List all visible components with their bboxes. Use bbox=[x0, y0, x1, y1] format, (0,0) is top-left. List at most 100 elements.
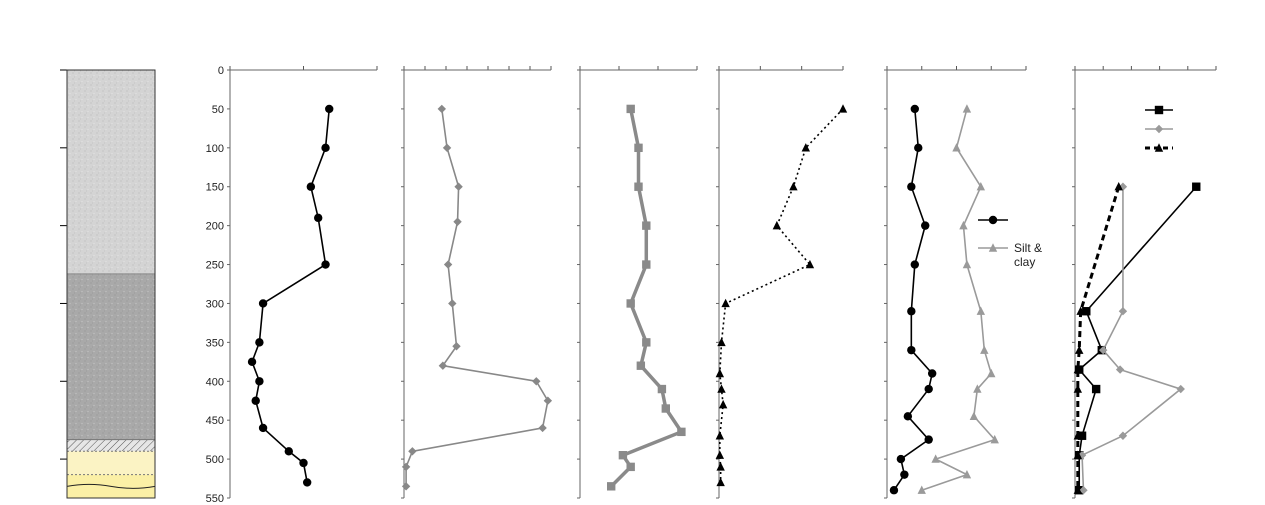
data-point bbox=[1077, 451, 1087, 460]
y-tick-label: 200 bbox=[206, 221, 224, 233]
series-line bbox=[251, 108, 331, 483]
data-point bbox=[903, 412, 913, 421]
data-point bbox=[1075, 345, 1084, 354]
data-point bbox=[973, 384, 982, 393]
data-point bbox=[538, 423, 547, 433]
data-point bbox=[454, 182, 463, 191]
data-point bbox=[1099, 345, 1108, 355]
profile-layer-texture bbox=[67, 70, 155, 274]
data-point bbox=[255, 377, 264, 386]
data-point bbox=[1077, 431, 1087, 440]
data-point bbox=[452, 342, 461, 351]
series-line bbox=[719, 108, 844, 483]
data-point bbox=[907, 182, 916, 191]
data-point bbox=[408, 447, 417, 456]
data-point bbox=[987, 368, 996, 378]
data-point bbox=[717, 337, 726, 347]
data-point bbox=[438, 361, 448, 370]
data-point bbox=[990, 434, 999, 444]
data-point bbox=[642, 260, 651, 269]
data-point bbox=[299, 458, 308, 468]
data-point bbox=[325, 104, 334, 114]
data-point bbox=[1073, 431, 1083, 440]
data-point bbox=[1082, 307, 1091, 316]
data-point bbox=[910, 104, 919, 114]
data-point bbox=[661, 404, 670, 413]
data-point bbox=[900, 470, 909, 479]
y-tick-label: 100 bbox=[206, 143, 224, 155]
series-line bbox=[1078, 186, 1197, 491]
data-point bbox=[914, 143, 923, 153]
data-point bbox=[917, 485, 926, 494]
data-point bbox=[717, 384, 726, 393]
legend-marker bbox=[1154, 143, 1164, 152]
data-point bbox=[921, 221, 930, 230]
data-point bbox=[442, 143, 452, 153]
soil-profile-column bbox=[60, 69, 156, 499]
y-tick-label: 0 bbox=[218, 65, 224, 77]
data-point bbox=[716, 462, 725, 471]
data-point bbox=[642, 338, 651, 347]
legend-label: Silt & clay bbox=[1014, 241, 1042, 269]
data-point bbox=[889, 486, 899, 495]
y-tick-label: 400 bbox=[206, 376, 224, 388]
data-point bbox=[1073, 364, 1083, 374]
data-point bbox=[321, 260, 330, 269]
data-point bbox=[962, 104, 972, 113]
y-tick-label: 500 bbox=[206, 454, 224, 466]
data-point bbox=[789, 182, 798, 191]
series-line bbox=[893, 108, 934, 491]
y-tick-label: 250 bbox=[206, 260, 224, 272]
chart-panel bbox=[401, 66, 553, 499]
data-point bbox=[718, 399, 728, 409]
legend-marker bbox=[988, 215, 998, 225]
data-point bbox=[924, 384, 933, 394]
data-point bbox=[959, 220, 968, 230]
y-tick-label: 50 bbox=[212, 104, 224, 116]
data-point bbox=[1076, 306, 1085, 315]
data-point bbox=[1073, 450, 1083, 459]
profile-layer bbox=[67, 451, 155, 475]
legend-marker bbox=[1154, 105, 1164, 115]
chart-panel bbox=[577, 66, 698, 499]
series-line bbox=[405, 108, 549, 487]
data-point bbox=[677, 427, 686, 437]
data-point bbox=[618, 451, 628, 460]
data-point bbox=[1073, 485, 1083, 494]
data-point bbox=[715, 450, 725, 459]
data-point bbox=[952, 143, 961, 152]
data-point bbox=[907, 307, 916, 316]
data-point bbox=[969, 411, 979, 420]
data-point bbox=[716, 477, 725, 487]
data-point bbox=[1073, 384, 1083, 393]
data-point bbox=[1118, 431, 1128, 440]
data-point bbox=[284, 447, 293, 456]
data-point bbox=[1192, 182, 1201, 191]
data-point bbox=[634, 143, 643, 153]
data-point bbox=[976, 306, 986, 315]
data-point bbox=[1118, 307, 1128, 316]
data-point bbox=[626, 104, 635, 114]
chart-panel bbox=[1072, 66, 1217, 499]
data-point bbox=[543, 396, 553, 405]
data-point bbox=[962, 469, 972, 479]
data-point bbox=[321, 143, 330, 153]
data-point bbox=[657, 384, 667, 394]
data-point bbox=[634, 182, 643, 191]
data-point bbox=[931, 454, 940, 463]
data-point bbox=[448, 299, 457, 308]
chart-panel: 0 50 100 150 200 250 300 350 400 450 500 550 bbox=[206, 65, 378, 505]
legend-marker bbox=[988, 243, 998, 252]
data-point bbox=[314, 213, 323, 223]
chart-panel: Silt & clay bbox=[884, 66, 1042, 499]
data-point bbox=[772, 220, 782, 230]
data-point bbox=[1114, 182, 1123, 191]
data-point bbox=[805, 259, 815, 269]
data-point bbox=[1079, 486, 1088, 495]
data-point bbox=[302, 478, 312, 487]
data-point bbox=[976, 182, 986, 191]
data-point bbox=[1091, 384, 1101, 394]
data-point bbox=[401, 482, 411, 491]
data-point bbox=[910, 260, 919, 269]
series-line bbox=[1081, 186, 1183, 491]
